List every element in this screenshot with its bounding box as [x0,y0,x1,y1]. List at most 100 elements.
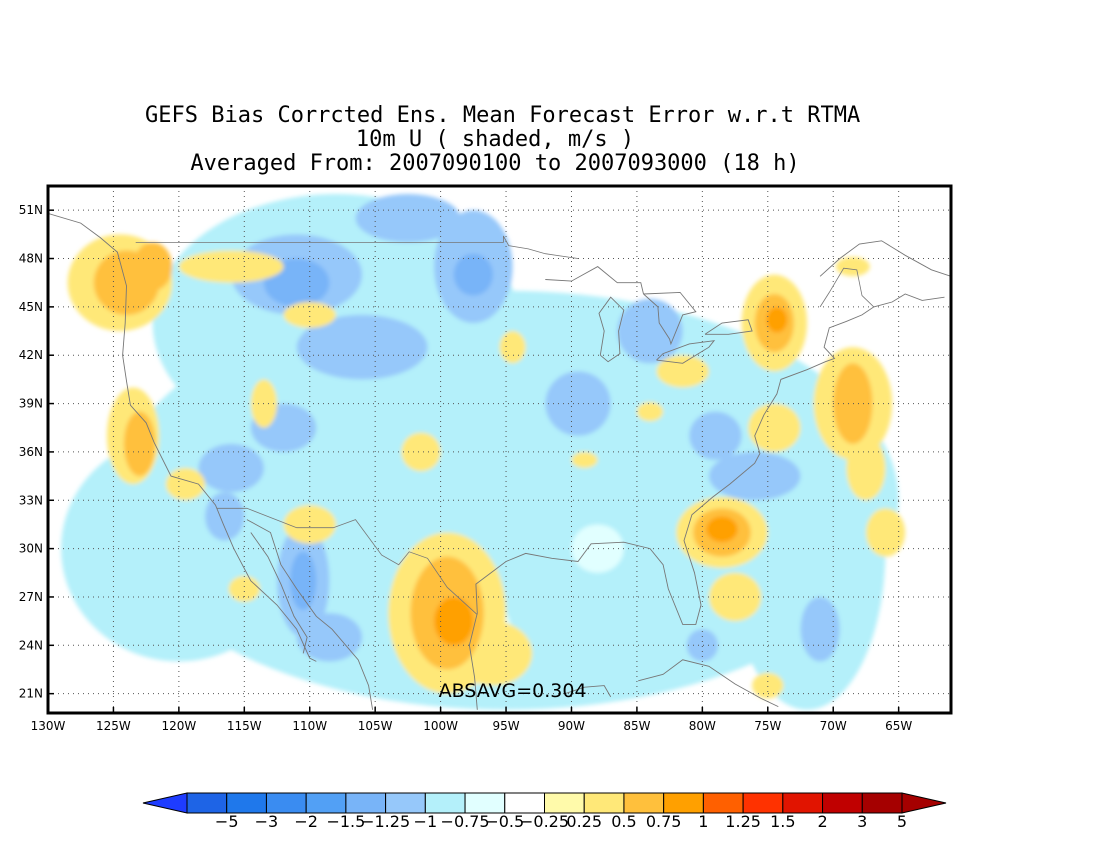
coastline-1 [246,519,374,710]
absavg-label: ABSAVG=0.304 [439,680,587,702]
shade-blob-13 [290,551,317,610]
lon-tick-label: 100W [423,719,458,733]
shade-blob-19 [689,411,742,460]
colorbar-label: 1.25 [725,812,761,831]
colorbar-label: 0.5 [611,812,636,831]
colorbar-label: −0.75 [441,812,490,831]
colorbar-swatch [822,792,863,814]
title-line-2: 10m U ( shaded, m/s ) [355,127,635,152]
shade-blob-46 [835,256,870,277]
shade-blob-57 [766,306,788,333]
colorbar-swatch [226,792,267,814]
coastline-8 [704,319,753,335]
lon-tick-label: 65W [885,719,912,733]
colorbar-swatch [504,792,545,814]
colorbar-label: −1.5 [326,812,365,831]
coastline-10 [564,685,612,698]
lat-tick-label: 33N [19,493,43,507]
colorbar-label: 1.5 [770,812,795,831]
lat-tick-label: 30N [19,542,43,556]
shade-blob-23 [571,524,624,573]
lon-tick-label: 115W [227,719,262,733]
colorbar-label: 0.25 [566,812,602,831]
colorbar-label: −1.25 [361,812,410,831]
colorbar-swatch [265,792,307,814]
colorbar-label: 2 [817,812,827,831]
title-line-1: GEFS Bias Corrcted Ens. Mean Forecast Er… [145,103,861,128]
colorbar-swatch [861,792,903,814]
colorbar-label: 5 [897,812,907,831]
lat-tick-label: 36N [19,445,43,459]
shade-blob-41 [748,403,801,452]
shade-blob-56 [706,516,738,543]
lat-tick-label: 48N [19,252,43,266]
shade-blob-21 [686,629,719,662]
lat-tick-label: 45N [19,300,43,314]
colorbar-swatch [305,792,347,814]
shade-blob-30 [283,505,336,544]
coastlines [48,212,951,710]
colorbar-swatch [623,792,665,814]
lon-tick-label: 110W [292,719,327,733]
colorbar-swatch [782,792,824,814]
shade-blob-7 [453,253,493,296]
shade-blob-14 [296,613,363,662]
coastline-0 [48,212,317,662]
colorbar-swatch [186,792,228,814]
lat-tick-label: 24N [19,638,43,652]
colorbar-label: −1 [414,812,438,831]
shade-blob-35 [571,451,598,469]
coastline-11 [250,532,308,654]
coastline-3 [819,240,951,277]
shade-blob-37 [656,355,709,388]
shade-blob-17 [617,298,683,364]
lat-tick-label: 42N [19,348,43,362]
colorbar-label: −3 [255,812,279,831]
border-0 [135,235,579,259]
colorbar-swatch [583,792,625,814]
colorbar-label: −2 [294,812,318,831]
shade-blob-9 [296,314,428,380]
coastline-9 [638,659,779,708]
plot-frame [46,184,953,715]
shade-blob-34 [499,331,526,364]
colorbar-swatch [663,792,704,814]
colorbar-label: −0.25 [520,812,569,831]
shade-blob-45 [752,672,784,699]
lon-tick-label: 105W [358,719,393,733]
colorbar-swatch [424,792,466,814]
lon-tick-label: 85W [623,719,650,733]
lat-tick-label: 27N [19,590,43,604]
colorbar-low-arrow [142,792,188,814]
colorbar-swatch [345,792,387,814]
coastline-4 [545,266,644,295]
shade-blob-36 [636,401,664,422]
colorbar: −5 −3 −2 −1.5−1.25 −1 −0.75−0.5−0.250.25 0.5 0.… [142,792,947,831]
border-2 [819,267,875,308]
colorbar-label: 3 [857,812,867,831]
colorbar-label: 0.75 [646,812,682,831]
lat-tick-label: 39N [19,397,43,411]
coastline-6 [643,291,697,346]
coastline-5 [598,296,625,363]
colorbar-swatch [702,792,744,814]
colorbar-label: 1 [698,812,708,831]
shade-blob-43 [846,435,886,501]
shade-blob-47 [228,576,261,602]
shade-blob-39 [708,572,762,622]
shade-blob-8 [355,194,461,243]
figure-title: GEFS Bias Corrcted Ens. Mean Forecast Er… [145,103,861,176]
shade-blob-26 [283,302,336,328]
shade-blob-31 [401,432,441,472]
colorbar-swatch [742,792,784,814]
shade-blob-55 [434,596,474,646]
shaded-field [61,194,906,710]
title-line-3: Averaged From: 2007090100 to 2007093000 … [190,151,800,176]
colorbar-label: −0.5 [485,812,524,831]
lon-tick-label: 125W [96,719,131,733]
lon-tick-label: 70W [820,719,847,733]
lon-tick-label: 95W [492,719,519,733]
lat-tick-label: 21N [19,687,43,701]
lat-tick-label: 51N [19,203,43,217]
